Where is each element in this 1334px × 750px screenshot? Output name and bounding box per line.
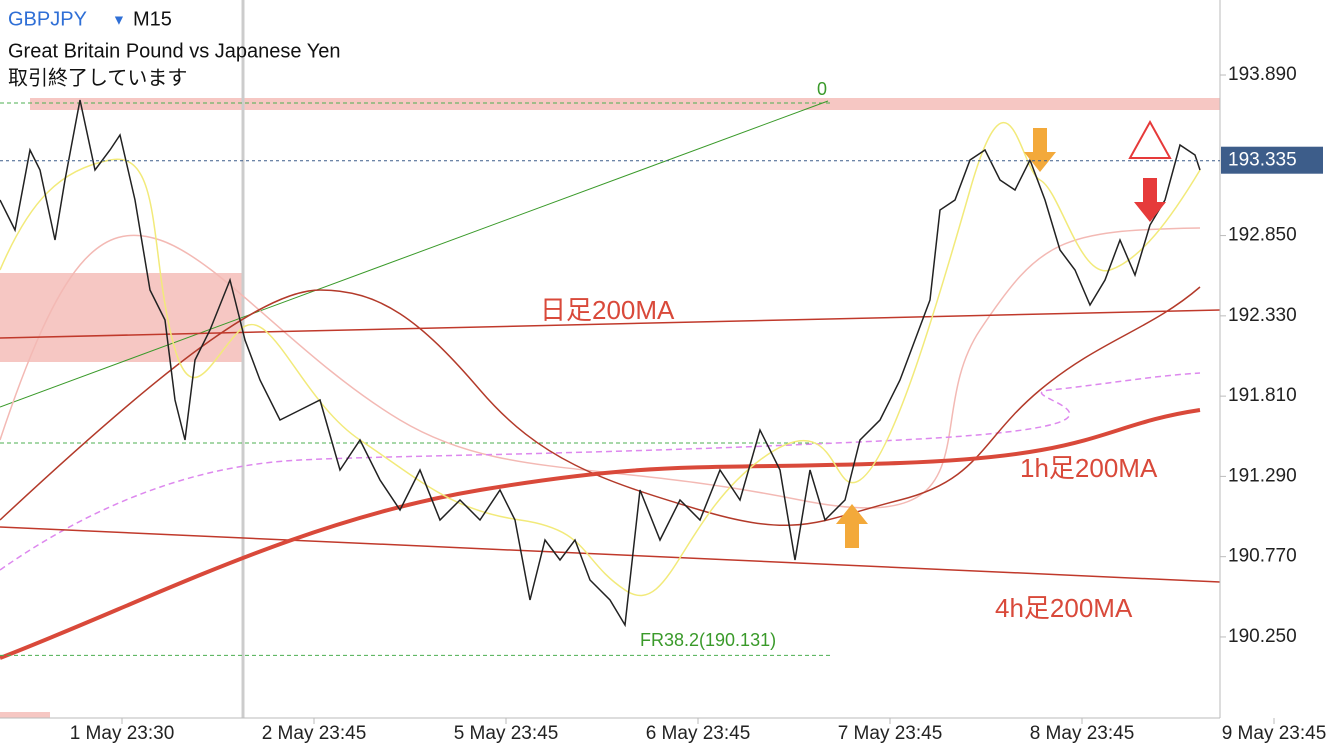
buy-arrow <box>836 504 868 548</box>
time-label: 6 May 23:45 <box>646 723 751 744</box>
price-tick-label: 192.850 <box>1228 225 1297 246</box>
h1-ma <box>0 408 1201 660</box>
current-price-box <box>1221 146 1323 174</box>
sell-arrow <box>1134 178 1166 222</box>
time-label: 8 May 23:45 <box>1030 723 1135 744</box>
time-label: 7 May 23:45 <box>838 723 943 744</box>
symbol[interactable]: GBPJPY <box>8 8 87 30</box>
price-tick-label: 193.890 <box>1228 64 1297 85</box>
price-tick-label: 190.770 <box>1228 546 1297 567</box>
daily-ma-label: 日足200MA <box>540 295 675 325</box>
price-line <box>0 99 1201 628</box>
ma-pink <box>0 227 1201 509</box>
support-zone <box>0 273 243 362</box>
current-price-label: 193.335 <box>1228 150 1297 171</box>
ma-purple <box>0 372 1201 571</box>
price-tick-label: 192.330 <box>1228 305 1297 326</box>
h1-ma-label: 1h足200MA <box>1020 453 1158 483</box>
price-tick-label: 190.250 <box>1228 626 1297 647</box>
time-label: 2 May 23:45 <box>262 723 367 744</box>
description: Great Britain Pound vs Japanese Yen <box>8 40 340 62</box>
warning-triangle <box>1128 119 1172 159</box>
price-tick-label: 191.810 <box>1228 385 1297 406</box>
resistance-zone <box>30 98 1220 110</box>
time-label: 1 May 23:30 <box>70 723 175 744</box>
price-tick-label: 191.290 <box>1228 465 1297 486</box>
trend-line <box>0 100 829 408</box>
h4-ma-label: 4h足200MA <box>995 593 1133 623</box>
zone-marker <box>0 712 50 718</box>
h4-ma <box>0 526 1221 583</box>
time-label: 5 May 23:45 <box>454 723 559 744</box>
time-label: 9 May 23:45 <box>1222 723 1327 744</box>
sell-arrow <box>1024 128 1056 172</box>
symbol-dropdown[interactable]: ▼ <box>112 12 126 28</box>
status: 取引終了しています <box>8 66 187 89</box>
daily-ma <box>0 309 1221 339</box>
fib-level-label: FR38.2(190.131) <box>640 630 776 650</box>
timeframe[interactable]: M15 <box>133 8 172 30</box>
fib-zero-label: 0 <box>817 79 827 99</box>
ma-darkred <box>0 286 1201 526</box>
